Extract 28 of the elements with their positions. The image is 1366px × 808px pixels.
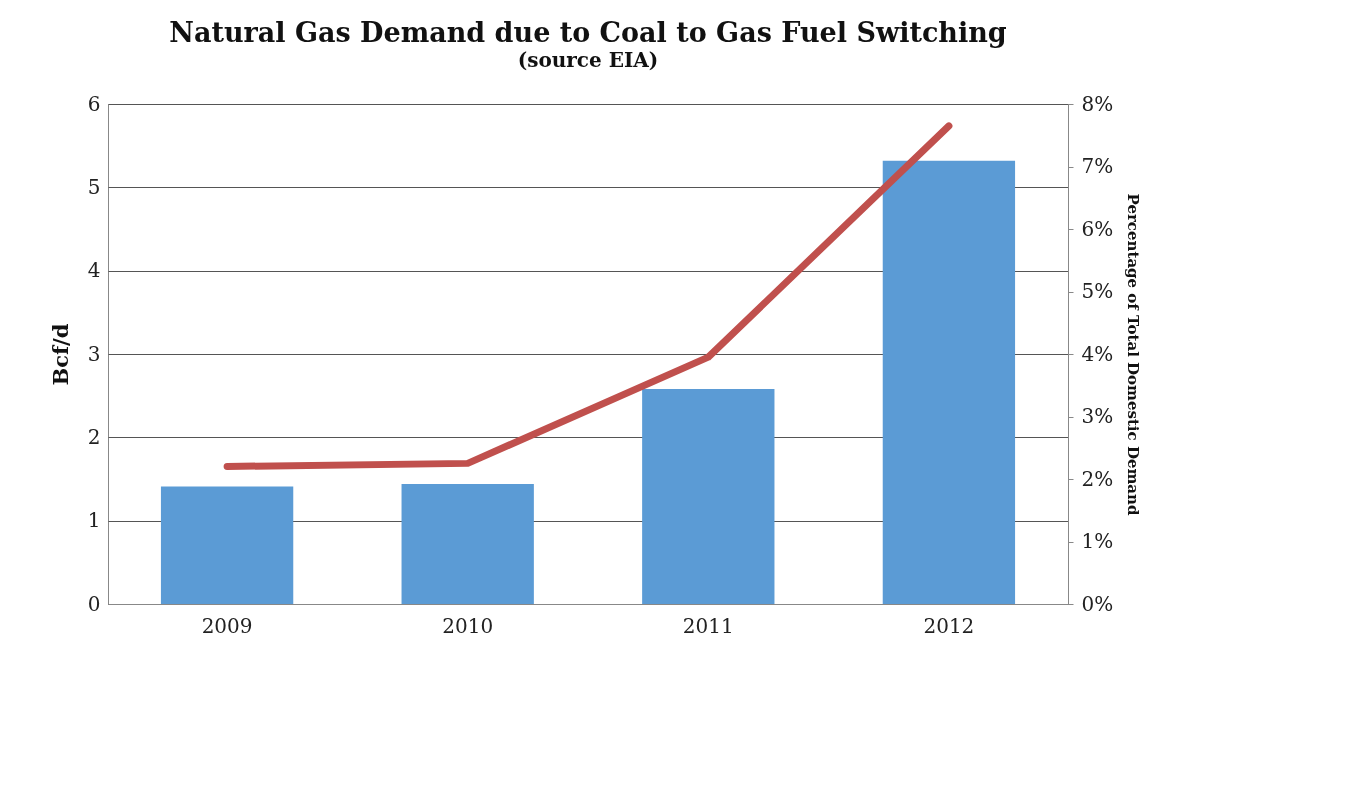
y-tick-label: 5 — [87, 174, 101, 199]
bar — [882, 160, 1016, 604]
y-axis-title: Bcf/d — [47, 323, 73, 386]
bar — [401, 484, 534, 604]
y2-tick-label: 0% — [1081, 591, 1114, 616]
y2-tick-label: 3% — [1081, 404, 1114, 428]
x-tick-label: 2010 — [442, 613, 494, 638]
y-tick-label: 2 — [87, 424, 101, 449]
y2-tick-label: 4% — [1081, 341, 1114, 366]
y2-axis-title: Percentage of Total Domestic Demand — [1124, 193, 1143, 516]
y2-tick-label: 1% — [1081, 529, 1114, 553]
y2-tick-label: 6% — [1081, 216, 1114, 241]
x-tick-label: 2011 — [682, 613, 734, 638]
y-tick-label: 0 — [87, 591, 101, 616]
y-tick-label: 6 — [87, 91, 101, 116]
chart-subtitle: (source EIA) — [517, 48, 659, 72]
chart-title: Natural Gas Demand due to Coal to Gas Fuel Switching — [169, 17, 1007, 48]
y2-tick-label: 5% — [1081, 279, 1114, 303]
y2-tick-label: 7% — [1081, 154, 1114, 178]
y-tick-label: 4 — [87, 258, 101, 283]
x-tick-label: 2012 — [923, 613, 975, 638]
bar — [642, 389, 775, 604]
y-tick-label: 3 — [87, 341, 101, 366]
x-tick-label: 2009 — [201, 613, 253, 638]
y-tick-label: 1 — [87, 508, 101, 533]
y2-tick-label: 2% — [1081, 466, 1114, 491]
y2-tick-label: 8% — [1081, 91, 1114, 116]
bar — [160, 486, 294, 604]
